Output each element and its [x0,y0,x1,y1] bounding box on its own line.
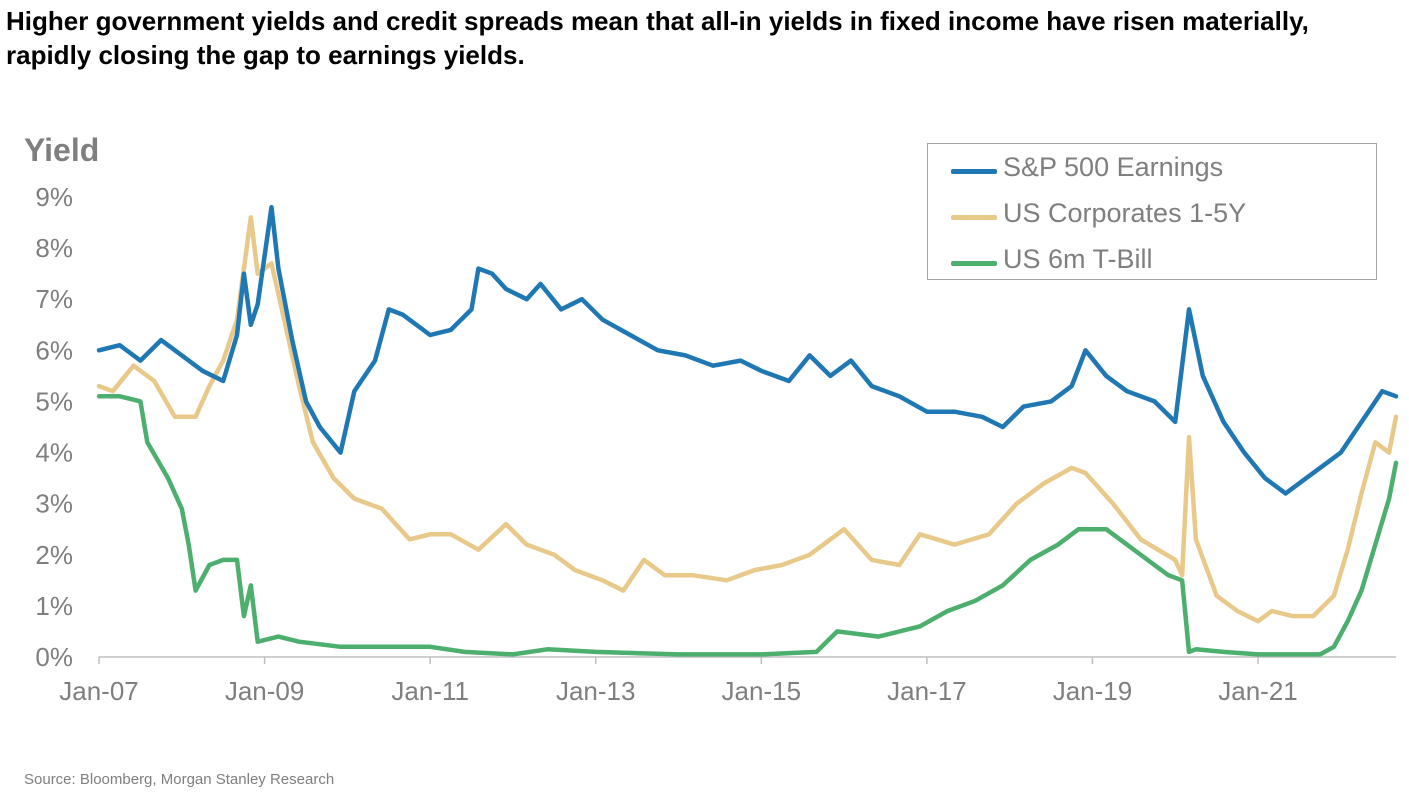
legend-label-corporates: US Corporates 1-5Y [1003,198,1247,228]
legend-item-tbill: US 6m T-Bill [951,244,1153,275]
legend-item-corporates: US Corporates 1-5Y [951,198,1247,229]
series-lines [96,204,1399,657]
axes: 0% 1% 2% 3% 4% 5% 6% 7% 8% 9% Jan-07 Jan-09 Jan-11 Ja… [35,182,1396,706]
y-tick-label: 2% [35,540,73,570]
x-tick-label: Jan-07 [59,676,139,706]
x-tick-label: Jan-19 [1053,676,1133,706]
y-tick-label: 9% [35,182,73,212]
legend: S&P 500 Earnings US Corporates 1-5Y US 6… [927,143,1377,280]
legend-label-sp500: S&P 500 Earnings [1003,152,1224,182]
y-tick-label: 8% [35,233,73,263]
source-note: Source: Bloomberg, Morgan Stanley Resear… [24,771,335,788]
series-line-us-6m-t-bill [96,394,1399,657]
chart-title: Higher government yields and credit spre… [6,6,1309,70]
y-tick-label: 0% [35,642,73,672]
y-tick-label: 4% [35,438,73,468]
legend-item-sp500: S&P 500 Earnings [951,152,1224,183]
x-tick-label: Jan-09 [225,676,305,706]
legend-swatch-corporates [951,215,997,220]
x-tick-label: Jan-15 [722,676,802,706]
y-tick-label: 1% [35,591,73,621]
y-tick-label: 5% [35,386,73,416]
y-axis-label: Yield [24,132,100,168]
y-tick-label: 3% [35,489,73,519]
x-tick-label: Jan-21 [1218,676,1298,706]
legend-label-tbill: US 6m T-Bill [1003,244,1153,274]
legend-swatch-sp500 [951,169,997,174]
series-line-s-p-500-earnings [96,204,1399,496]
x-tick-label: Jan-11 [391,676,469,706]
y-tick-label: 7% [35,284,73,314]
y-tick-label: 6% [35,335,73,365]
x-tick-label: Jan-13 [556,676,636,706]
x-tick-label: Jan-17 [887,676,967,706]
legend-swatch-tbill [951,261,997,266]
